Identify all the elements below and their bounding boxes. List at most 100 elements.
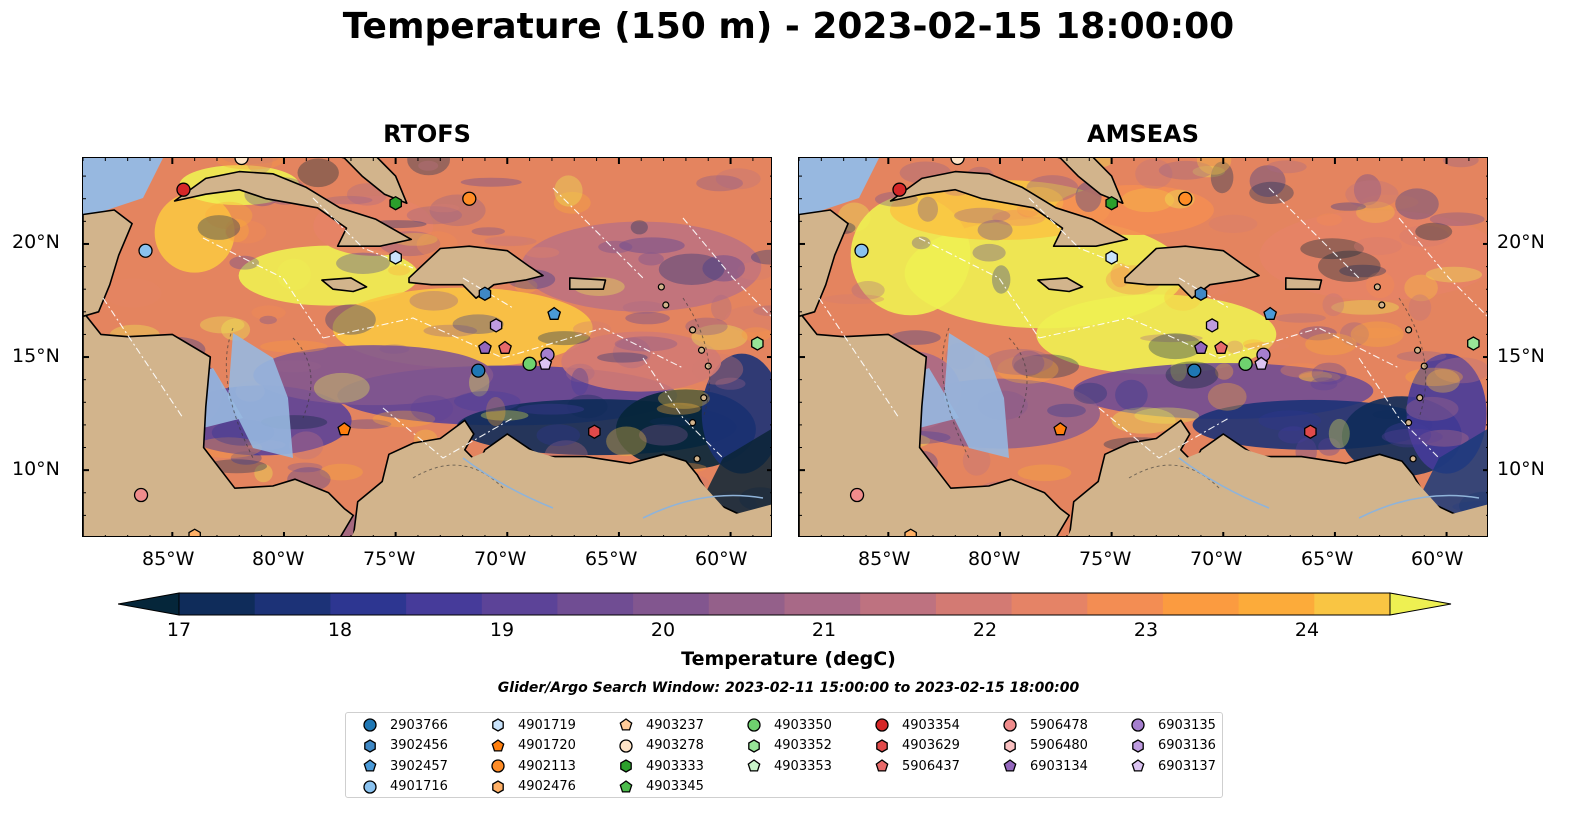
island: [693, 455, 701, 463]
legend-label: 4903278: [646, 738, 704, 753]
temperature-eddy: [997, 355, 1059, 384]
temperature-eddy: [524, 247, 560, 258]
map-rtofs[interactable]: [82, 157, 772, 537]
temperature-eddy: [471, 227, 505, 236]
legend-marker: [1004, 738, 1016, 753]
temperature-eddy: [711, 294, 732, 321]
legend-item: 4903333: [618, 756, 704, 776]
temperature-eddy: [225, 220, 267, 244]
legend-label: 5906478: [1030, 717, 1088, 733]
bathymetry-contour: [292, 337, 312, 419]
temperature-eddy: [1013, 354, 1079, 379]
lat-tick-label: 15°N: [12, 345, 60, 367]
legend-marker-icon: [363, 718, 377, 732]
float-marker: [1254, 356, 1269, 370]
legend-item: 4902113: [490, 756, 576, 776]
float-marker: [1194, 286, 1208, 301]
legend-label: 4903333: [646, 758, 704, 774]
temperature-eddy: [423, 324, 478, 337]
temperature-eddy: [724, 305, 771, 333]
temperature-eddy: [696, 175, 743, 192]
lon-tick-label: 75°W: [363, 548, 416, 570]
legend-marker: [747, 759, 761, 772]
temperature-eddy: [1381, 428, 1443, 445]
temperature-eddy: [1249, 165, 1286, 197]
legend-marker-icon: [876, 738, 888, 753]
temperature-eddy: [1115, 379, 1148, 411]
legend-marker-icon: [491, 759, 505, 773]
temperature-eddy: [1158, 160, 1214, 180]
temperature-eddy: [1426, 369, 1460, 393]
temperature-eddy: [972, 243, 1006, 262]
float-marker: [138, 243, 153, 258]
float-marker: [588, 424, 601, 439]
temperature-patch: [1259, 210, 1487, 301]
temperature-eddy: [407, 158, 450, 176]
temperature-eddy: [1328, 418, 1350, 449]
temperature-eddy: [571, 367, 589, 396]
temperature-eddy: [1266, 160, 1307, 174]
float-marker: [188, 528, 201, 536]
temperature-eddy: [1396, 351, 1447, 362]
land-centralAmerica: [83, 311, 354, 536]
legend-label: 4902476: [518, 779, 576, 794]
legend-item: 4903350: [746, 715, 832, 735]
legend-marker: [492, 718, 504, 732]
land-jamaica: [1037, 277, 1084, 293]
temperature-eddy: [1318, 250, 1381, 282]
lat-tick-label: 20°N: [1497, 231, 1545, 253]
float-legend: 2903766 3902456 3902457 4901716 4901719 49017…: [345, 712, 1223, 798]
colorbar-tick-label: 21: [811, 619, 837, 641]
legend-marker: [364, 738, 376, 753]
float-marker: [1178, 191, 1193, 206]
lon-tick-label: 75°W: [1079, 548, 1132, 570]
temperature-eddy: [225, 218, 249, 243]
legend-label: 6903136: [1158, 738, 1216, 753]
colorbar-bin: [935, 593, 1013, 615]
temperature-eddy: [638, 252, 664, 266]
temperature-eddy: [567, 394, 608, 419]
legend-marker-icon: [363, 759, 377, 772]
float-marker: [1105, 195, 1118, 211]
float-marker: [1214, 340, 1228, 354]
river: [462, 457, 554, 509]
land-hispaniola: [408, 245, 544, 299]
land-puertoRico: [1285, 277, 1323, 290]
temperature-eddy: [484, 236, 537, 247]
float-marker: [538, 356, 553, 370]
float-marker: [478, 340, 492, 354]
temperature-eddy: [1215, 363, 1234, 380]
land-south: [1067, 443, 1487, 536]
temperature-eddy: [851, 281, 885, 300]
temperature-eddy: [606, 426, 647, 457]
eez-boundary: [1218, 327, 1400, 369]
temperature-eddy: [1353, 327, 1401, 339]
island: [689, 326, 697, 334]
temperature-eddy: [104, 278, 162, 308]
float-marker: [389, 195, 402, 211]
colorbar-bin: [1087, 593, 1164, 615]
map-amseas[interactable]: [798, 157, 1488, 537]
temperature-eddy: [1318, 438, 1341, 456]
float-marker: [1105, 250, 1118, 265]
island: [1405, 326, 1413, 334]
colorbar: [118, 592, 1452, 616]
legend-label: 3902456: [390, 738, 448, 753]
eez-boundary: [682, 217, 771, 317]
temperature-eddy: [460, 177, 522, 187]
colorbar-tick-label: 19: [489, 619, 515, 641]
colorbar-bin: [481, 593, 558, 615]
land-yucatan: [799, 209, 849, 318]
float-marker: [854, 243, 869, 258]
figure-title: Temperature (150 m) - 2023-02-15 18:00:0…: [342, 6, 1235, 47]
colorbar-extend-high: [1389, 592, 1452, 616]
eez-boundary: [1098, 407, 1230, 459]
temperature-eddy: [1148, 333, 1203, 360]
colorbar-tick-label: 24: [1294, 619, 1320, 641]
temperature-eddy: [319, 463, 363, 481]
legend-label: 3902457: [390, 758, 448, 774]
temperature-eddy: [630, 220, 648, 235]
colorbar-title: Temperature (degC): [681, 648, 896, 670]
temperature-eddy: [614, 336, 678, 352]
island: [689, 419, 697, 427]
